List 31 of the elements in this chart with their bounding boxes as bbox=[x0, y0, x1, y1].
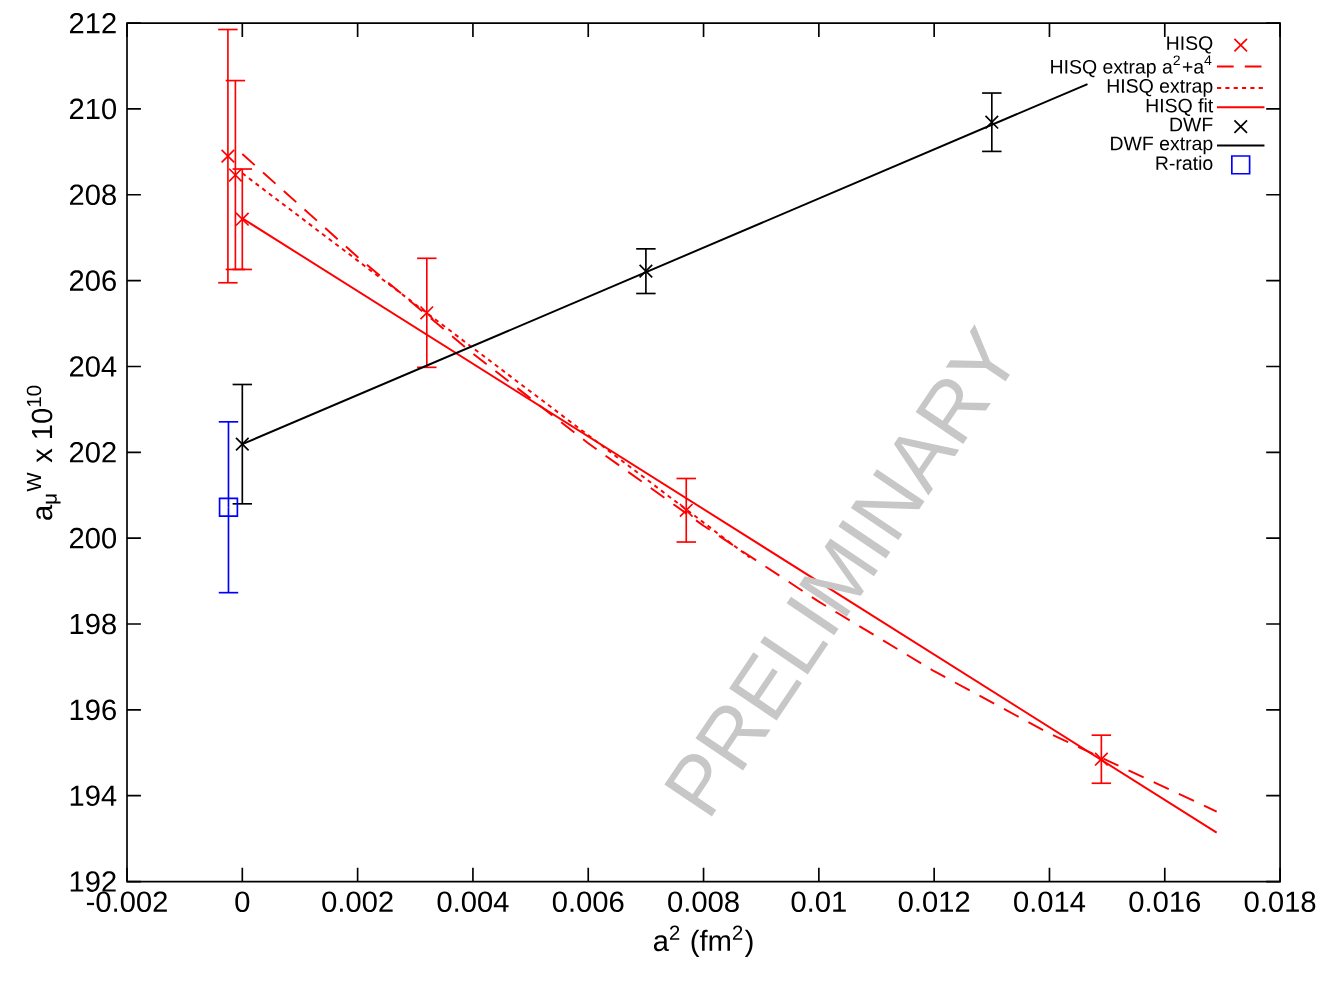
y-tick-label: 204 bbox=[69, 356, 117, 378]
x-tick-label: -0.002 bbox=[86, 891, 167, 913]
x-tick-label: 0.006 bbox=[552, 891, 624, 913]
y-tick-label: 194 bbox=[70, 785, 117, 807]
x-tick-label: 0.014 bbox=[1014, 891, 1086, 913]
legend-label: HISQ fit bbox=[1146, 98, 1214, 117]
x-tick-label: 0.002 bbox=[322, 891, 393, 913]
y-tick-label: 198 bbox=[70, 613, 116, 635]
x-tick-label: 0.01 bbox=[791, 891, 846, 913]
legend-label: HISQ extrap a$^{2}$+a$^{4}$ bbox=[1051, 55, 1212, 78]
legend-label: HISQ bbox=[1167, 36, 1213, 54]
x-tick-label: 0.012 bbox=[898, 891, 970, 913]
y-tick-label: 208 bbox=[69, 184, 116, 206]
y-tick-label: 200 bbox=[69, 528, 117, 549]
y-tick-label: 192 bbox=[70, 871, 116, 893]
legend-label: R-ratio bbox=[1156, 156, 1213, 171]
x-axis-title: a$^{2}$ (fm$^{2}$) bbox=[653, 925, 753, 958]
y-tick-label: 196 bbox=[70, 699, 116, 721]
legend-label: DWF bbox=[1170, 118, 1213, 132]
y-tick-label: 202 bbox=[69, 442, 116, 463]
legend-label: HISQ extrap bbox=[1107, 79, 1213, 97]
y-tick-label: 206 bbox=[69, 270, 116, 292]
y-tick-label: 212 bbox=[69, 13, 116, 34]
y-tick-label: 210 bbox=[69, 98, 117, 120]
x-tick-label: 0.004 bbox=[437, 891, 509, 913]
y-axis-title: a$_{μ}$$^{W}$ x 10$^{10}$ bbox=[26, 386, 61, 521]
x-tick-label: 0.016 bbox=[1129, 891, 1200, 913]
x-tick-label: 0.018 bbox=[1244, 891, 1316, 913]
legend-label: DWF extrap bbox=[1111, 137, 1213, 155]
x-tick-label: 0.008 bbox=[668, 891, 739, 913]
x-tick-label: 0 bbox=[235, 891, 250, 913]
